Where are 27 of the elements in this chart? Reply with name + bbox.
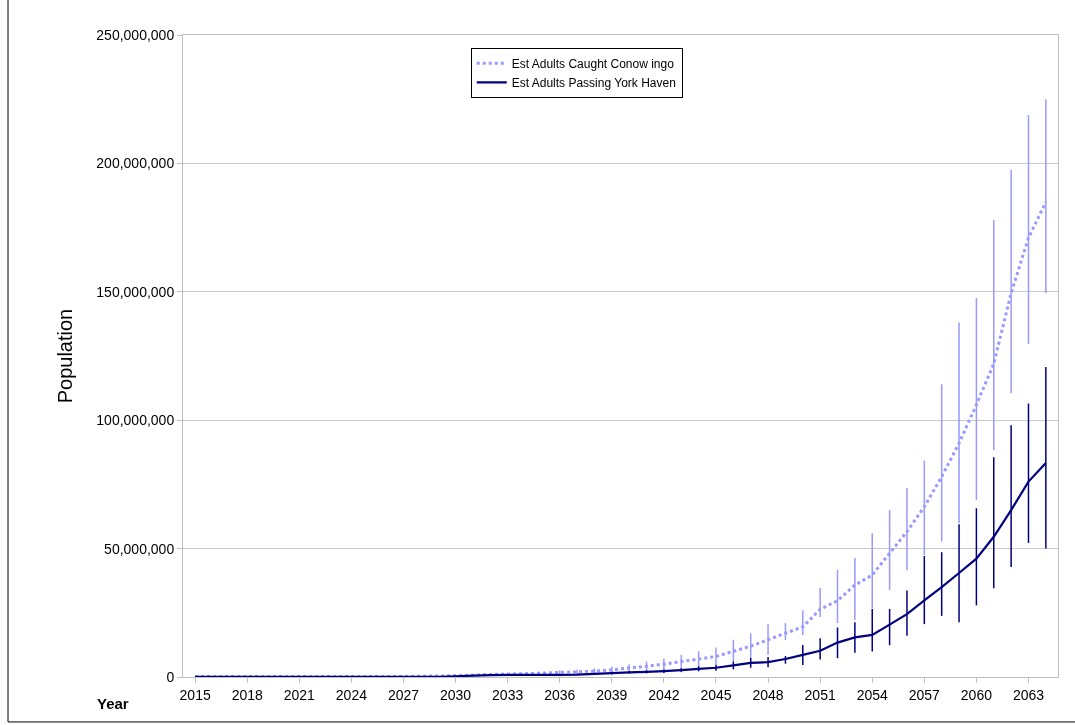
- x-tick-label: 2051: [804, 686, 836, 703]
- y-tick-label: 200,000,000: [96, 155, 175, 172]
- x-tick-label: 2024: [335, 686, 368, 703]
- y-tick-label: 250,000,000: [96, 26, 175, 43]
- y-tick-label: 0: [166, 668, 175, 685]
- x-tick-label: 2042: [648, 686, 680, 703]
- x-tick-label: 2063: [1012, 686, 1045, 703]
- x-tick-label: 2027: [387, 686, 420, 703]
- x-tick-label: 2060: [960, 686, 993, 703]
- x-tick-label: 2015: [179, 686, 211, 703]
- x-tick-label: 2054: [856, 686, 889, 703]
- x-tick-label: 2045: [700, 686, 732, 703]
- legend-label: Est Adults Caught Conow ingo: [511, 57, 675, 72]
- x-tick-label: 2057: [908, 686, 941, 703]
- x-axis-title: Year: [97, 695, 129, 712]
- x-tick-label: 2048: [752, 686, 784, 703]
- y-axis-title: Population: [53, 308, 76, 404]
- x-tick-label: 2033: [492, 686, 524, 703]
- legend-label: Est Adults Passing York Haven: [511, 76, 676, 91]
- y-tick-label: 150,000,000: [96, 283, 175, 300]
- x-tick-label: 2018: [231, 686, 264, 703]
- y-tick-label: 100,000,000: [96, 412, 175, 429]
- x-tick-label: 2030: [439, 686, 472, 703]
- y-tick-label: 50,000,000: [104, 540, 175, 557]
- x-tick-label: 2021: [283, 686, 316, 703]
- x-tick-label: 2036: [544, 686, 576, 703]
- x-tick-label: 2039: [596, 686, 628, 703]
